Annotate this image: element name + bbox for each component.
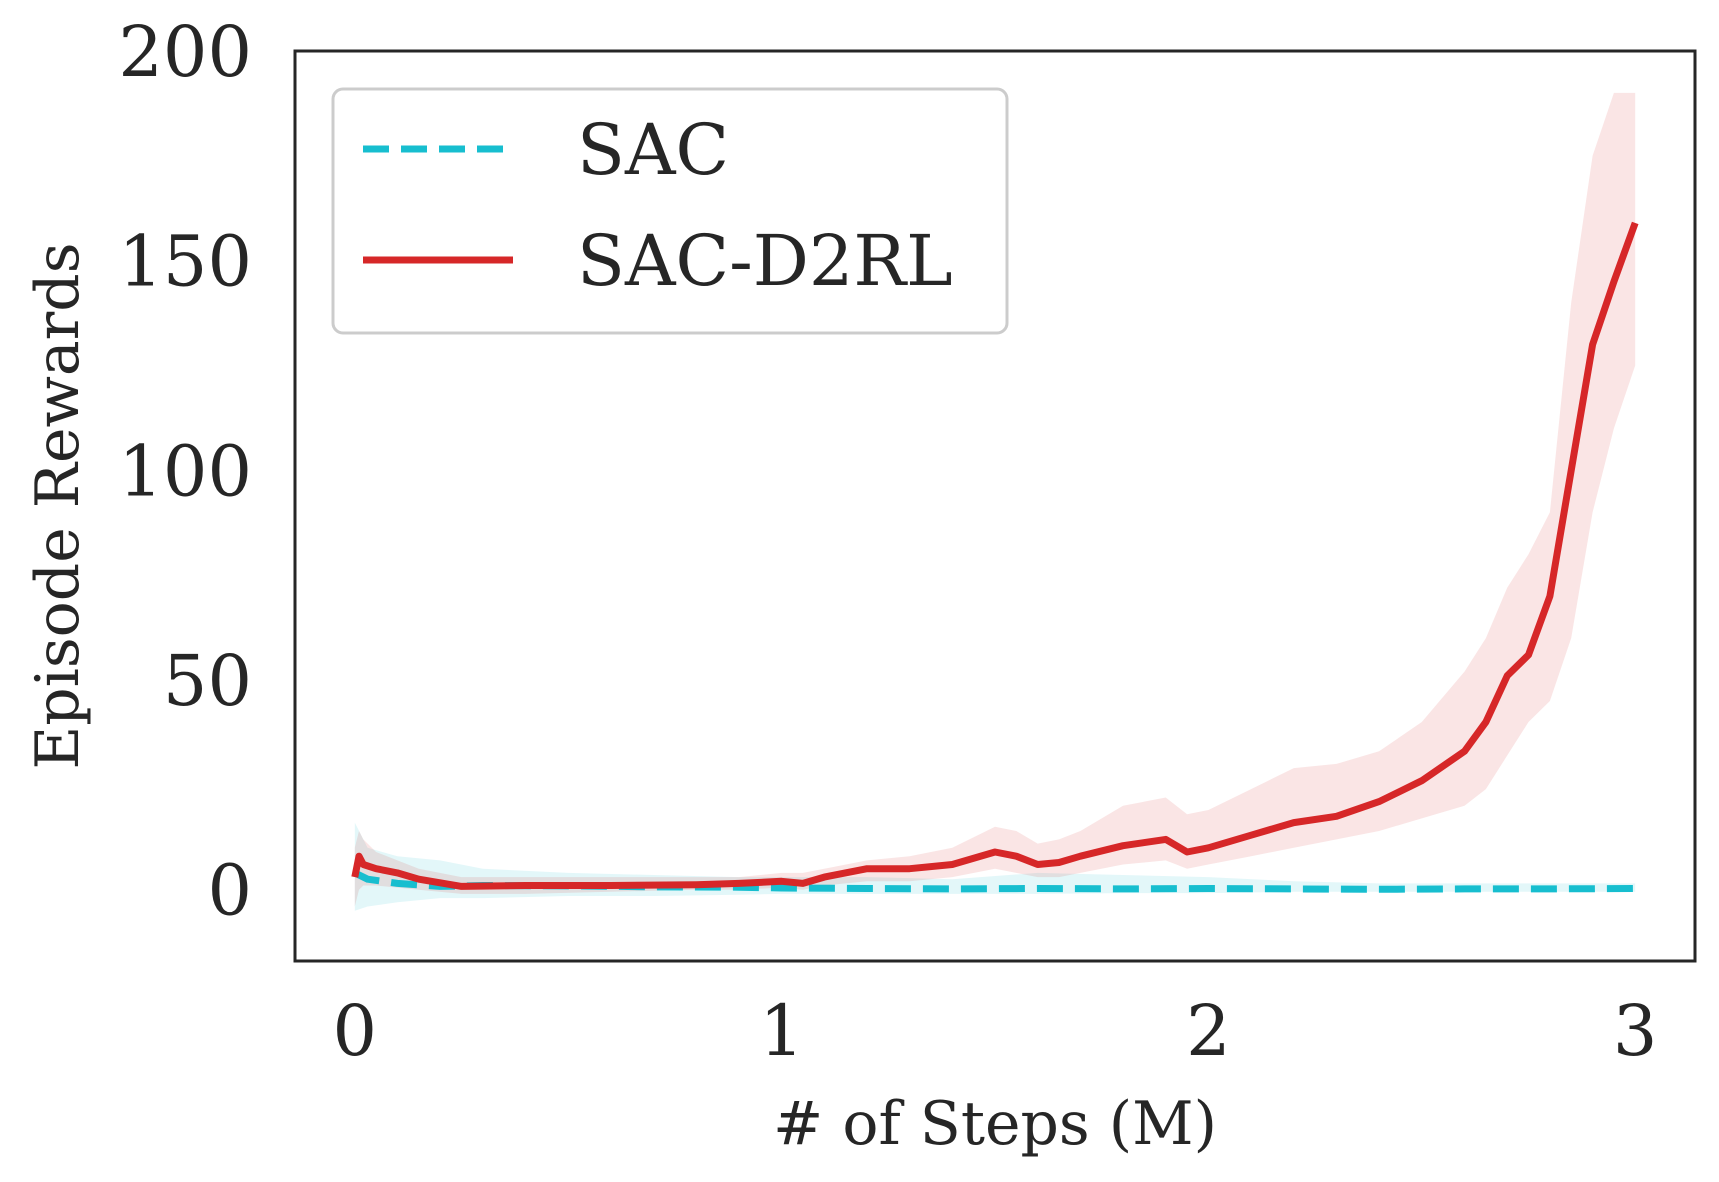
y-tick-100: 100 bbox=[118, 430, 252, 512]
legend-label-sac-d2rl: SAC-D2RL bbox=[577, 220, 953, 302]
x-tick-labels: 0 1 2 3 bbox=[333, 990, 1658, 1072]
x-tick-0: 0 bbox=[333, 990, 378, 1072]
x-tick-3: 3 bbox=[1613, 990, 1658, 1072]
line-sac bbox=[353, 869, 1636, 893]
x-tick-2: 2 bbox=[1186, 990, 1231, 1072]
y-tick-150: 150 bbox=[118, 221, 252, 303]
x-tick-1: 1 bbox=[759, 990, 804, 1072]
legend-label-sac: SAC bbox=[577, 109, 729, 191]
y-tick-0: 0 bbox=[207, 850, 252, 932]
y-axis-label: Episode Rewards bbox=[23, 243, 93, 770]
legend: SAC SAC-D2RL bbox=[331, 87, 1009, 335]
y-tick-labels: 0 50 100 150 200 bbox=[118, 11, 252, 932]
series-lines bbox=[351, 221, 1639, 893]
line-sac-d2rl bbox=[351, 221, 1639, 890]
y-tick-200: 200 bbox=[118, 11, 252, 93]
y-tick-50: 50 bbox=[163, 640, 252, 722]
x-axis-label: # of Steps (M) bbox=[773, 1089, 1217, 1159]
plot-frame bbox=[293, 49, 1697, 963]
